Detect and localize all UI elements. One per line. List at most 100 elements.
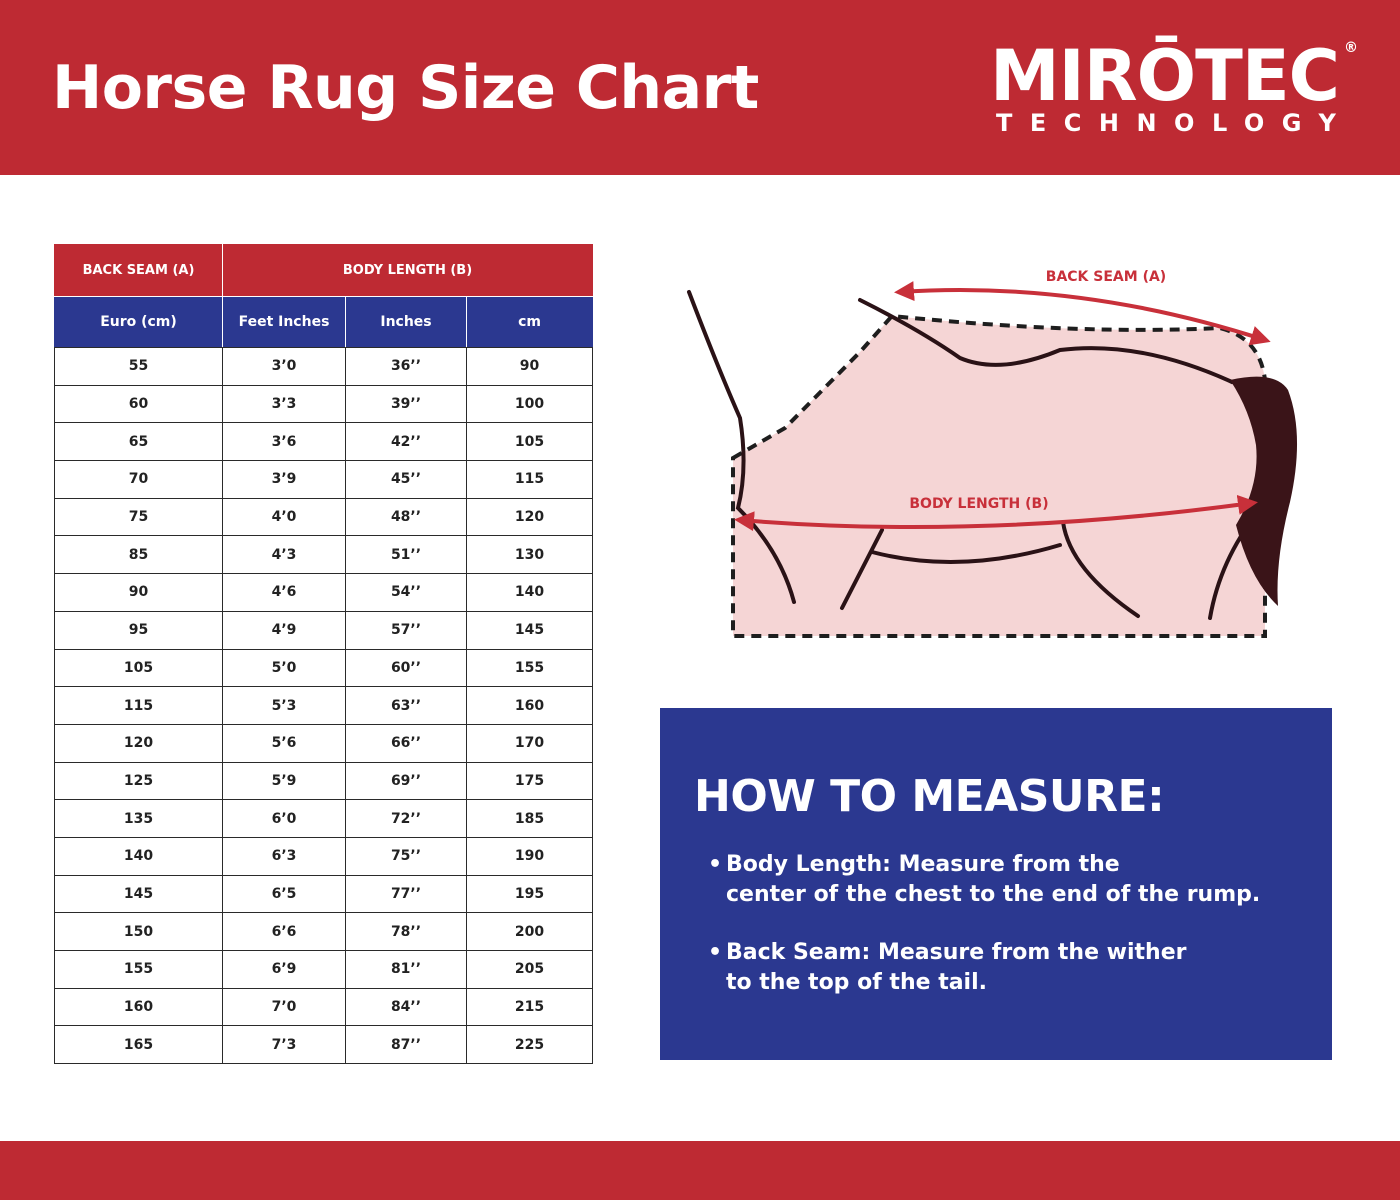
inches-cell: 57’’ [345,610,467,650]
horse-tail [1230,376,1298,606]
back-seam-instruction: • Back Seam: Measure from the wither to … [708,938,1308,998]
horse-neck-line [687,290,796,604]
cm-cell: 200 [465,912,594,951]
brand-logo: MIRŌTEC ® TECHNOLOGY [990,36,1360,146]
feet-inches-cell: 6’3 [222,836,346,876]
horse-front-leg [840,528,884,610]
feet-inches-cell: 3’9 [222,460,346,499]
euro-cm-cell: 160 [54,987,223,1027]
cm-cell: 160 [465,686,594,725]
feet-inches-cell: 5’3 [222,686,346,725]
feet-inches-cell: 5’0 [222,648,346,688]
cm-cell: 225 [465,1025,594,1065]
back-seam-arrow [894,281,1271,346]
column-header-inches: Inches [345,296,467,348]
header-banner: Horse Rug Size Chart MIRŌTEC ® TECHNOLOG… [0,0,1400,175]
column-header-euro: Euro (cm) [54,296,223,348]
euro-cm-cell: 155 [54,950,223,989]
back-seam-text-line-2: to the top of the tail. [726,970,987,995]
feet-inches-cell: 5’9 [222,761,346,801]
inches-cell: 39’’ [345,384,467,424]
table-row: 55 3’0 36’’ 90 [54,347,594,386]
horse-diagram: BACK SEAM (A) BODY LENGTH (B) [687,269,1298,638]
cm-cell: 105 [465,422,594,462]
cm-cell: 170 [465,723,594,763]
column-header-feet-inches: Feet Inches [222,296,346,348]
euro-cm-cell: 90 [54,573,223,612]
footer-banner [0,1141,1400,1200]
body-length-instruction: • Body Length: Measure from the center o… [708,850,1308,910]
euro-cm-cell: 70 [54,460,223,499]
inches-cell: 72’’ [345,799,467,838]
feet-inches-cell: 3’6 [222,422,346,462]
cm-cell: 145 [465,610,594,650]
table-row: 90 4’6 54’’ 140 [54,573,594,612]
body-length-arrow [734,494,1258,532]
euro-cm-cell: 55 [54,347,223,386]
cm-cell: 120 [465,497,594,537]
table-row: 85 4’3 51’’ 130 [54,535,594,575]
table-row: 70 3’9 45’’ 115 [54,460,594,499]
feet-inches-cell: 4’9 [222,610,346,650]
euro-cm-cell: 145 [54,874,223,914]
inches-cell: 63’’ [345,686,467,725]
table-row: 115 5’3 63’’ 160 [54,686,594,725]
cm-cell: 205 [465,950,594,989]
inches-cell: 77’’ [345,874,467,914]
inches-cell: 87’’ [345,1025,467,1065]
body-length-text-line-1: Body Length: Measure from the [726,852,1120,877]
logo-wordmark: MIRŌTEC [990,35,1340,117]
euro-cm-cell: 65 [54,422,223,462]
feet-inches-cell: 5’6 [222,723,346,763]
column-header-row: Euro (cm) Feet Inches Inches cm [54,296,594,348]
logo-registered-mark: ® [1344,40,1358,56]
feet-inches-cell: 7’3 [222,1025,346,1065]
inches-cell: 75’’ [345,836,467,876]
feet-inches-cell: 3’0 [222,347,346,386]
feet-inches-cell: 3’3 [222,384,346,424]
cm-cell: 215 [465,987,594,1027]
euro-cm-cell: 115 [54,686,223,725]
table-row: 145 6’5 77’’ 195 [54,874,594,914]
feet-inches-cell: 6’9 [222,950,346,989]
feet-inches-cell: 4’6 [222,573,346,612]
cm-cell: 185 [465,799,594,838]
cm-cell: 175 [465,761,594,801]
euro-cm-cell: 105 [54,648,223,688]
back-seam-label: BACK SEAM (A) [1046,269,1166,285]
logo-tagline: TECHNOLOGY [996,109,1354,137]
body-length-label: BODY LENGTH (B) [909,496,1048,512]
inches-cell: 54’’ [345,573,467,612]
inches-cell: 84’’ [345,987,467,1027]
feet-inches-cell: 4’0 [222,497,346,537]
table-row: 155 6’9 81’’ 205 [54,950,594,989]
inches-cell: 60’’ [345,648,467,688]
table-row: 65 3’6 42’’ 105 [54,422,594,462]
horse-belly-line [870,543,1062,564]
inches-cell: 36’’ [345,347,467,386]
table-row: 105 5’0 60’’ 155 [54,648,594,688]
table-row: 160 7’0 84’’ 215 [54,987,594,1027]
table-row: 75 4’0 48’’ 120 [54,497,594,537]
how-to-measure-panel: HOW TO MEASURE: • Body Length: Measure f… [660,708,1332,1060]
size-table: BACK SEAM (A) BODY LENGTH (B) Euro (cm) … [54,244,594,1065]
feet-inches-cell: 6’0 [222,799,346,838]
table-row: 95 4’9 57’’ 145 [54,610,594,650]
back-seam-text-line-1: Back Seam: Measure from the wither [726,940,1187,965]
inches-cell: 48’’ [345,497,467,537]
cm-cell: 100 [465,384,594,424]
how-to-measure-title: HOW TO MEASURE: [694,771,1165,822]
group-header-body-length: BODY LENGTH (B) [221,244,594,297]
table-row: 150 6’6 78’’ 200 [54,912,594,951]
bullet-dot: • [708,852,723,877]
euro-cm-cell: 140 [54,836,223,876]
cm-cell: 195 [465,874,594,914]
cm-cell: 90 [465,347,594,386]
cm-cell: 130 [465,535,594,575]
cm-cell: 190 [465,836,594,876]
euro-cm-cell: 165 [54,1025,223,1065]
cm-cell: 155 [465,648,594,688]
cm-cell: 115 [465,460,594,499]
table-row: 135 6’0 72’’ 185 [54,799,594,838]
inches-cell: 45’’ [345,460,467,499]
